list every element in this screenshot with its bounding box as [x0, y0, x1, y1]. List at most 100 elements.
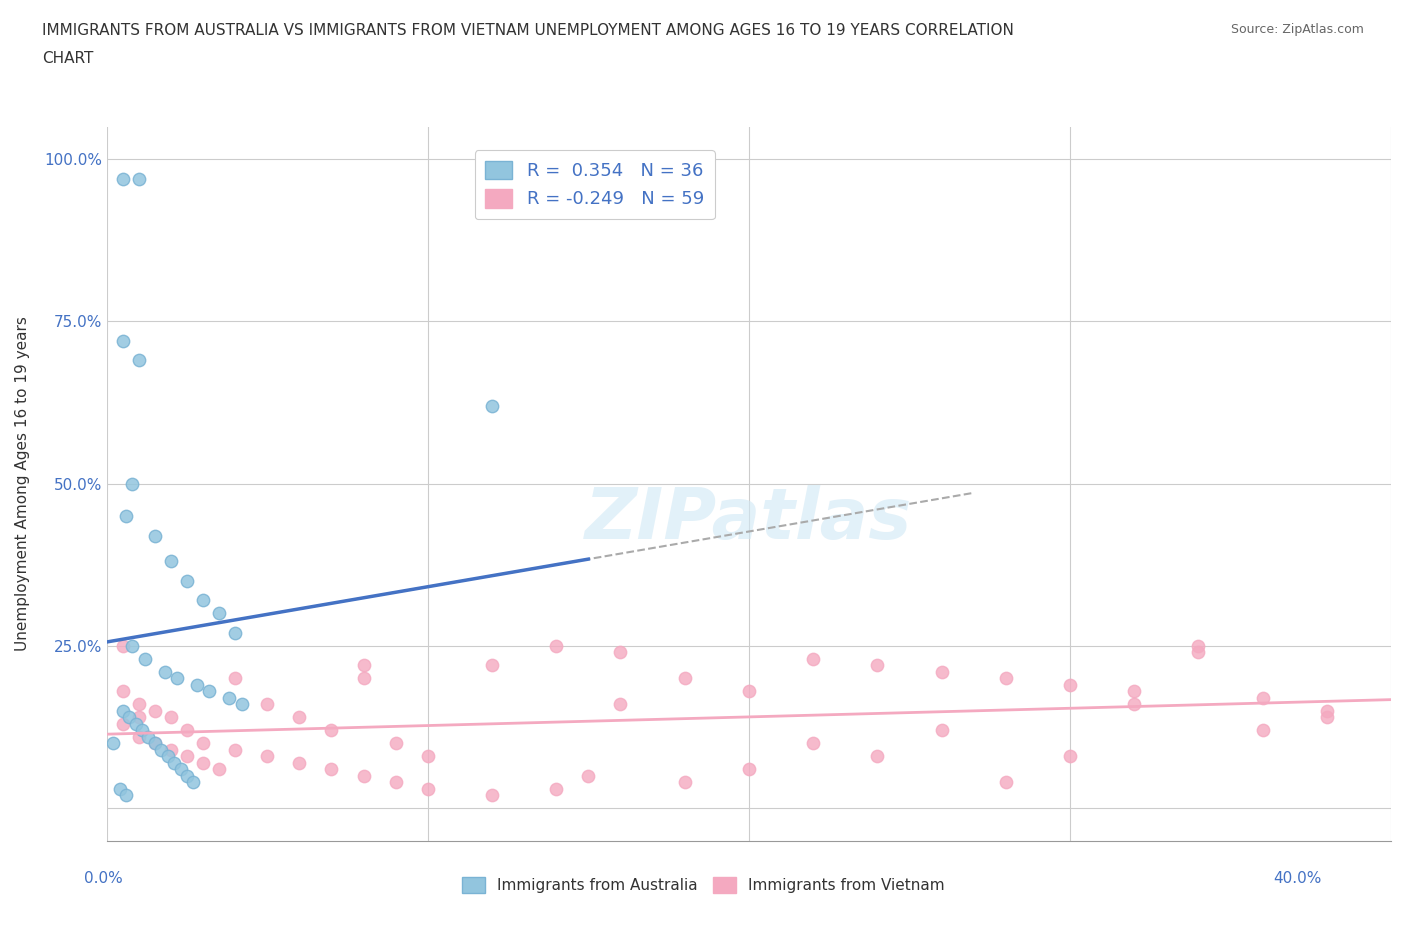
Point [1123, 684, 1146, 698]
Point [108, 781, 131, 796]
Point [1316, 710, 1339, 724]
Point [481, 658, 503, 672]
Point [191, 593, 214, 608]
Point [1123, 697, 1146, 711]
Point [416, 781, 439, 796]
Point [186, 677, 208, 692]
Point [121, 638, 143, 653]
Point [218, 690, 240, 705]
Point [288, 710, 311, 724]
Point [128, 697, 150, 711]
Point [128, 729, 150, 744]
Text: Source: ZipAtlas.com: Source: ZipAtlas.com [1230, 23, 1364, 36]
Point [931, 664, 953, 679]
Point [156, 749, 179, 764]
Point [256, 749, 278, 764]
Point [191, 755, 214, 770]
Point [738, 762, 761, 777]
Point [1316, 703, 1339, 718]
Point [143, 736, 166, 751]
Point [1187, 644, 1209, 659]
Point [208, 606, 231, 621]
Point [994, 671, 1017, 685]
Point [738, 684, 761, 698]
Point [111, 638, 134, 653]
Point [673, 671, 696, 685]
Point [609, 644, 631, 659]
Point [134, 651, 156, 666]
Point [160, 710, 183, 724]
Point [384, 775, 406, 790]
Point [176, 574, 198, 589]
Point [183, 775, 205, 790]
Point [111, 333, 134, 348]
Point [138, 729, 160, 744]
Point [931, 723, 953, 737]
Point [176, 723, 198, 737]
Text: 0.0%: 0.0% [84, 871, 124, 886]
Point [118, 710, 141, 724]
Point [111, 684, 134, 698]
Point [128, 171, 150, 186]
Legend: R =  0.354   N = 36, R = -0.249   N = 59: R = 0.354 N = 36, R = -0.249 N = 59 [475, 150, 716, 219]
Point [191, 736, 214, 751]
Point [111, 171, 134, 186]
Legend: Immigrants from Australia, Immigrants from Vietnam: Immigrants from Australia, Immigrants fr… [456, 870, 950, 899]
Point [160, 742, 183, 757]
Point [128, 352, 150, 367]
Point [224, 671, 246, 685]
Point [115, 509, 138, 524]
Text: 40.0%: 40.0% [1274, 871, 1322, 886]
Point [801, 736, 824, 751]
Point [673, 775, 696, 790]
Point [801, 651, 824, 666]
Point [256, 697, 278, 711]
Point [481, 398, 503, 413]
Point [866, 658, 889, 672]
Point [115, 788, 138, 803]
Point [321, 723, 343, 737]
Point [1059, 749, 1081, 764]
Point [994, 775, 1017, 790]
Point [176, 749, 198, 764]
Point [143, 703, 166, 718]
Point [224, 742, 246, 757]
Point [124, 716, 146, 731]
Point [576, 768, 599, 783]
Point [176, 768, 198, 783]
Point [153, 664, 176, 679]
Point [163, 755, 186, 770]
Text: ZIPatlas: ZIPatlas [585, 485, 912, 553]
Point [321, 762, 343, 777]
Y-axis label: Unemployment Among Ages 16 to 19 years: Unemployment Among Ages 16 to 19 years [15, 316, 30, 651]
Point [150, 742, 173, 757]
Point [353, 671, 375, 685]
Point [131, 723, 153, 737]
Point [546, 638, 568, 653]
Point [121, 476, 143, 491]
Point [128, 710, 150, 724]
Point [1059, 677, 1081, 692]
Point [169, 762, 191, 777]
Point [866, 749, 889, 764]
Point [416, 749, 439, 764]
Point [609, 697, 631, 711]
Point [384, 736, 406, 751]
Point [1251, 723, 1274, 737]
Point [111, 716, 134, 731]
Point [198, 684, 221, 698]
Point [1187, 638, 1209, 653]
Text: CHART: CHART [42, 51, 94, 66]
Point [101, 736, 124, 751]
Point [231, 697, 253, 711]
Point [288, 755, 311, 770]
Point [166, 671, 188, 685]
Point [1251, 690, 1274, 705]
Point [143, 528, 166, 543]
Point [208, 762, 231, 777]
Point [111, 703, 134, 718]
Text: IMMIGRANTS FROM AUSTRALIA VS IMMIGRANTS FROM VIETNAM UNEMPLOYMENT AMONG AGES 16 : IMMIGRANTS FROM AUSTRALIA VS IMMIGRANTS … [42, 23, 1014, 38]
Point [353, 768, 375, 783]
Point [481, 788, 503, 803]
Point [353, 658, 375, 672]
